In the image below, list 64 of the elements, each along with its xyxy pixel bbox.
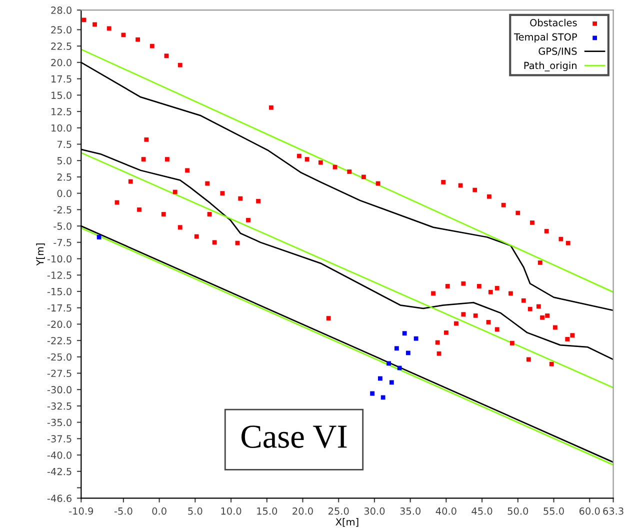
x-tick-label: 20.0 xyxy=(292,507,313,515)
x-tick-label: 25.0 xyxy=(328,507,349,515)
point xyxy=(370,391,375,396)
x-tick-label: 35.0 xyxy=(400,507,420,515)
y-tick-label: 22.5 xyxy=(51,42,72,50)
y-tick-label: 12.5 xyxy=(52,108,72,116)
y-tick-label: 15.0 xyxy=(52,92,72,99)
point xyxy=(378,376,382,381)
y-tick-label: 25.0 xyxy=(51,26,72,34)
point xyxy=(406,350,410,356)
x-tick-label: 40.0 xyxy=(436,507,456,515)
y-tick-label: 28.0 xyxy=(51,6,72,14)
y-tick-label: -32.5 xyxy=(47,402,72,410)
x-tick-label: 30.0 xyxy=(364,507,385,515)
y-tick-label: 0.0 xyxy=(57,190,72,198)
x-tick-label: 55.0 xyxy=(544,507,564,515)
legend-label: Obstacles xyxy=(530,18,577,26)
x-tick-label: 45.0 xyxy=(472,507,492,515)
y-tick-label: -10.0 xyxy=(47,255,72,263)
point xyxy=(414,336,418,341)
y-tick-label: -27.5 xyxy=(47,370,72,378)
y-tick-label: -5.0 xyxy=(54,222,72,230)
y-axis-title: Y[m] xyxy=(36,243,45,266)
x-tick-label: -5.0 xyxy=(114,507,132,515)
y-tick-label: 10.0 xyxy=(52,124,72,132)
x-tick-label: 10.0 xyxy=(221,507,242,515)
point xyxy=(394,346,399,351)
point xyxy=(389,380,394,385)
y-tick-label: -40.0 xyxy=(47,451,72,459)
y-tick-label: -2.5 xyxy=(54,206,72,214)
y-tick-label: -20.0 xyxy=(47,320,72,328)
y-tick-label: 2.5 xyxy=(57,173,72,181)
x-tick-label: 15.0 xyxy=(257,507,278,515)
point xyxy=(380,395,386,400)
y-tick-label: -25.0 xyxy=(47,353,72,361)
y-tick-label: -15.0 xyxy=(47,288,72,296)
legend-label: Tempal STOP xyxy=(514,33,577,42)
x-tick-label: 5.0 xyxy=(188,507,202,515)
y-tick-label: -17.5 xyxy=(47,304,72,312)
x-tick-label: 60.0 xyxy=(579,507,600,515)
point xyxy=(386,361,391,366)
y-tick-label: -7.5 xyxy=(54,238,72,246)
x-tick-label: -10.9 xyxy=(69,507,94,515)
y-tick-label: 17.5 xyxy=(52,75,72,83)
y-tick-label: -42.5 xyxy=(47,468,72,476)
point xyxy=(402,331,407,336)
annotation: Case VI xyxy=(242,426,347,448)
y-tick-label: -37.5 xyxy=(47,435,72,442)
y-tick-label: 5.0 xyxy=(57,157,72,164)
x-tick-label: 0.0 xyxy=(152,507,166,515)
y-tick-label: -12.5 xyxy=(47,272,72,279)
y-tick-label: -46.6 xyxy=(47,494,72,502)
point xyxy=(96,234,102,240)
point xyxy=(397,366,402,370)
legend-label: GPS/INS xyxy=(538,48,577,56)
y-tick-label: -35.0 xyxy=(47,418,72,426)
y-tick-label: -30.0 xyxy=(47,386,72,394)
y-tick-label: -22.5 xyxy=(47,336,72,344)
y-tick-label: 7.5 xyxy=(57,140,72,148)
x-tick-label: 50.0 xyxy=(508,507,528,515)
x-axis-title: X[m] xyxy=(336,518,358,527)
x-tick-label: 63.3 xyxy=(603,507,624,515)
y-tick-label: 20.0 xyxy=(51,58,72,66)
legend-label: Path_origin xyxy=(524,62,576,72)
